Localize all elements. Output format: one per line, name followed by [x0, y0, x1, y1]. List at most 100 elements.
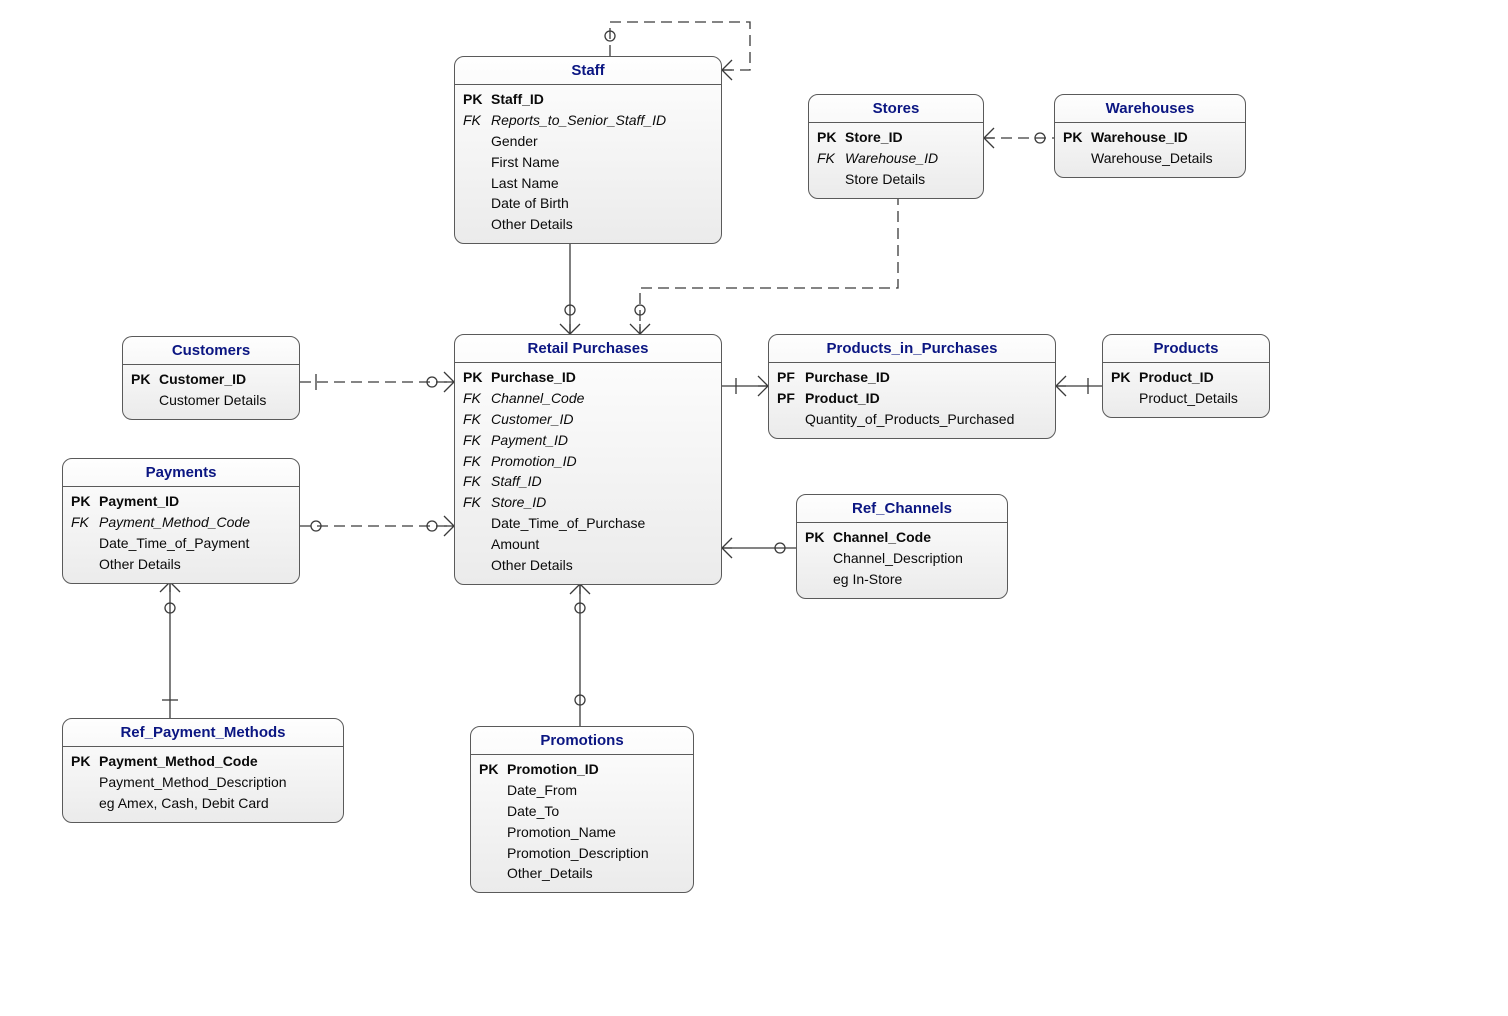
attribute-key: FK	[463, 493, 491, 512]
attribute-name: Date of Birth	[491, 194, 569, 213]
entity-attributes: PKChannel_CodeChannel_Descriptioneg In-S…	[797, 523, 1007, 598]
attribute-row: Store Details	[809, 169, 983, 190]
attribute-key: FK	[463, 452, 491, 471]
attribute-row: Other Details	[455, 555, 721, 576]
entity-title: Promotions	[471, 727, 693, 755]
attribute-row: PKPromotion_ID	[471, 759, 693, 780]
attribute-name: Warehouse_ID	[1091, 128, 1188, 147]
attribute-row: Gender	[455, 131, 721, 152]
entity-title: Warehouses	[1055, 95, 1245, 123]
attribute-name: Product_ID	[1139, 368, 1214, 387]
attribute-row: FKWarehouse_ID	[809, 148, 983, 169]
entity-attributes: PKWarehouse_IDWarehouse_Details	[1055, 123, 1245, 177]
attribute-row: Date_To	[471, 801, 693, 822]
entity-title: Customers	[123, 337, 299, 365]
attribute-row: PKStaff_ID	[455, 89, 721, 110]
attribute-key: PK	[1111, 368, 1139, 387]
attribute-name: Date_Time_of_Payment	[99, 534, 249, 553]
attribute-row: FKStaff_ID	[455, 471, 721, 492]
attribute-row: Date_From	[471, 780, 693, 801]
attribute-row: Other Details	[455, 214, 721, 235]
entity-methods: Ref_Payment_MethodsPKPayment_Method_Code…	[62, 718, 344, 823]
entity-warehouses: WarehousesPKWarehouse_IDWarehouse_Detail…	[1054, 94, 1246, 178]
attribute-name: Date_From	[507, 781, 577, 800]
attribute-name: Reports_to_Senior_Staff_ID	[491, 111, 666, 130]
attribute-key: PK	[131, 370, 159, 389]
entity-title: Products	[1103, 335, 1269, 363]
entity-attributes: PKPurchase_IDFKChannel_CodeFKCustomer_ID…	[455, 363, 721, 584]
entity-staff: StaffPKStaff_IDFKReports_to_Senior_Staff…	[454, 56, 722, 244]
entity-promotions: PromotionsPKPromotion_IDDate_FromDate_To…	[470, 726, 694, 893]
attribute-row: PKStore_ID	[809, 127, 983, 148]
entity-title: Staff	[455, 57, 721, 85]
attribute-row: PFProduct_ID	[769, 388, 1055, 409]
attribute-name: Channel_Code	[833, 528, 931, 547]
attribute-row: FKStore_ID	[455, 492, 721, 513]
attribute-name: Channel_Code	[491, 389, 584, 408]
attribute-row: Amount	[455, 534, 721, 555]
attribute-name: Other Details	[491, 215, 573, 234]
entity-title: Products_in_Purchases	[769, 335, 1055, 363]
attribute-row: First Name	[455, 152, 721, 173]
attribute-name: Staff_ID	[491, 90, 544, 109]
entity-attributes: PKProduct_IDProduct_Details	[1103, 363, 1269, 417]
attribute-row: Customer Details	[123, 390, 299, 411]
attribute-name: Purchase_ID	[491, 368, 576, 387]
attribute-row: Promotion_Description	[471, 843, 693, 864]
attribute-row: FKPayment_ID	[455, 430, 721, 451]
attribute-row: PKChannel_Code	[797, 527, 1007, 548]
attribute-name: Promotion_Description	[507, 844, 649, 863]
attribute-key: PK	[479, 760, 507, 779]
attribute-name: Staff_ID	[491, 472, 542, 491]
entity-title: Ref_Channels	[797, 495, 1007, 523]
entity-attributes: PKPayment_IDFKPayment_Method_CodeDate_Ti…	[63, 487, 299, 583]
attribute-key: PF	[777, 368, 805, 387]
attribute-key: PF	[777, 389, 805, 408]
entity-customers: CustomersPKCustomer_IDCustomer Details	[122, 336, 300, 420]
attribute-name: Channel_Description	[833, 549, 963, 568]
attribute-row: Payment_Method_Description	[63, 772, 343, 793]
entity-title: Ref_Payment_Methods	[63, 719, 343, 747]
entity-title: Retail Purchases	[455, 335, 721, 363]
attribute-name: Payment_Method_Code	[99, 513, 250, 532]
attribute-name: Store_ID	[491, 493, 546, 512]
attribute-name: Warehouse_Details	[1091, 149, 1213, 168]
entity-attributes: PKStaff_IDFKReports_to_Senior_Staff_IDGe…	[455, 85, 721, 243]
entity-attributes: PFPurchase_IDPFProduct_IDQuantity_of_Pro…	[769, 363, 1055, 438]
entity-attributes: PKPayment_Method_CodePayment_Method_Desc…	[63, 747, 343, 822]
entity-attributes: PKPromotion_IDDate_FromDate_To Promotion_…	[471, 755, 693, 892]
attribute-row: PKCustomer_ID	[123, 369, 299, 390]
entity-attributes: PKCustomer_IDCustomer Details	[123, 365, 299, 419]
attribute-name: Purchase_ID	[805, 368, 890, 387]
attribute-row: PKPurchase_ID	[455, 367, 721, 388]
attribute-name: Other_Details	[507, 864, 593, 883]
attribute-name: Other Details	[491, 556, 573, 575]
attribute-key: FK	[463, 410, 491, 429]
attribute-name: Last Name	[491, 174, 559, 193]
attribute-row: FKPromotion_ID	[455, 451, 721, 472]
attribute-name: eg In-Store	[833, 570, 902, 589]
attribute-row: PKPayment_Method_Code	[63, 751, 343, 772]
attribute-name: Payment_ID	[99, 492, 179, 511]
attribute-row: Warehouse_Details	[1055, 148, 1245, 169]
attribute-name: First Name	[491, 153, 559, 172]
entity-attributes: PKStore_IDFKWarehouse_IDStore Details	[809, 123, 983, 198]
attribute-row: FKChannel_Code	[455, 388, 721, 409]
attribute-name: Payment_Method_Code	[99, 752, 258, 771]
attribute-row: Date_Time_of_Payment	[63, 533, 299, 554]
entity-title: Stores	[809, 95, 983, 123]
attribute-key: FK	[463, 472, 491, 491]
attribute-key: FK	[463, 389, 491, 408]
attribute-row: Date of Birth	[455, 193, 721, 214]
attribute-name: Customer Details	[159, 391, 266, 410]
entity-channels: Ref_ChannelsPKChannel_CodeChannel_Descri…	[796, 494, 1008, 599]
attribute-key: PK	[71, 492, 99, 511]
attribute-name: Payment_Method_Description	[99, 773, 287, 792]
attribute-name: Promotion_ID	[491, 452, 577, 471]
attribute-name: Quantity_of_Products_Purchased	[805, 410, 1014, 429]
attribute-name: Product_ID	[805, 389, 880, 408]
attribute-row: FKReports_to_Senior_Staff_ID	[455, 110, 721, 131]
attribute-name: Date_Time_of_Purchase	[491, 514, 645, 533]
attribute-row: Last Name	[455, 173, 721, 194]
attribute-name: Other Details	[99, 555, 181, 574]
